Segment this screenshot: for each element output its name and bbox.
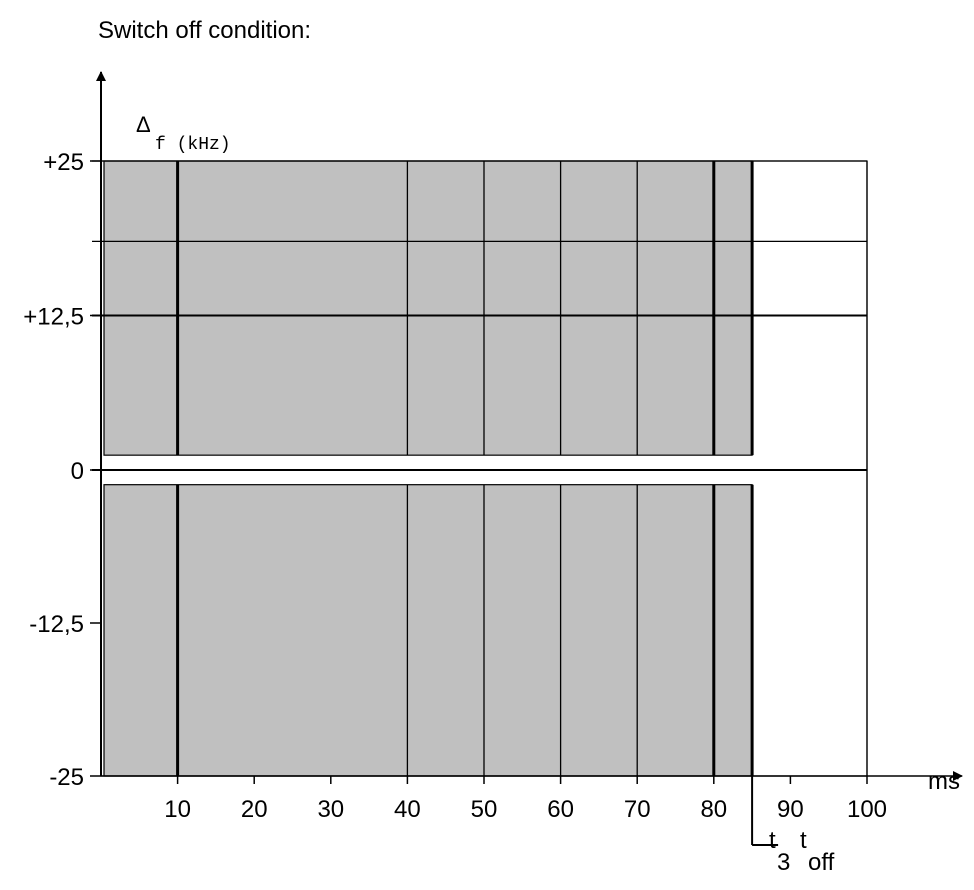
toff-subscript: off xyxy=(808,849,835,876)
y-tick-label-0: 0 xyxy=(71,458,84,485)
x-axis-unit: ms xyxy=(928,768,960,795)
x-tick-label-40: 40 xyxy=(394,796,421,823)
y-tick-label--25: -25 xyxy=(49,764,84,791)
x-tick-label-100: 100 xyxy=(847,796,887,823)
shaded-region-1 xyxy=(103,484,753,777)
x-tick-label-30: 30 xyxy=(317,796,344,823)
t3-label: t xyxy=(769,827,776,854)
x-tick-label-70: 70 xyxy=(624,796,651,823)
y-tick-label-+25: +25 xyxy=(43,149,84,176)
shaded-regions xyxy=(103,160,753,777)
x-tick-label-60: 60 xyxy=(547,796,574,823)
x-tick-label-10: 10 xyxy=(164,796,191,823)
y-axis-label: f (kHz) xyxy=(155,135,231,155)
x-tick-label-80: 80 xyxy=(700,796,727,823)
t3-subscript: 3 xyxy=(777,849,790,876)
grid-lines xyxy=(92,160,868,777)
tick-labels: +25 +12,5 0 -12,5 -25 10 20 30 40 50 60 70 80 90 100 xyxy=(23,149,887,823)
shaded-region-0 xyxy=(103,160,753,456)
x-tick-label-90: 90 xyxy=(777,796,804,823)
axes xyxy=(96,71,963,781)
toff-label: t xyxy=(800,827,807,854)
chart-title: Switch off condition: xyxy=(98,17,311,44)
x-tick-label-20: 20 xyxy=(241,796,268,823)
y-tick-label--12,5: -12,5 xyxy=(29,611,84,638)
x-tick-label-50: 50 xyxy=(471,796,498,823)
y-tick-label-+12,5: +12,5 xyxy=(23,304,84,331)
y-axis-symbol: Δ xyxy=(136,112,151,137)
